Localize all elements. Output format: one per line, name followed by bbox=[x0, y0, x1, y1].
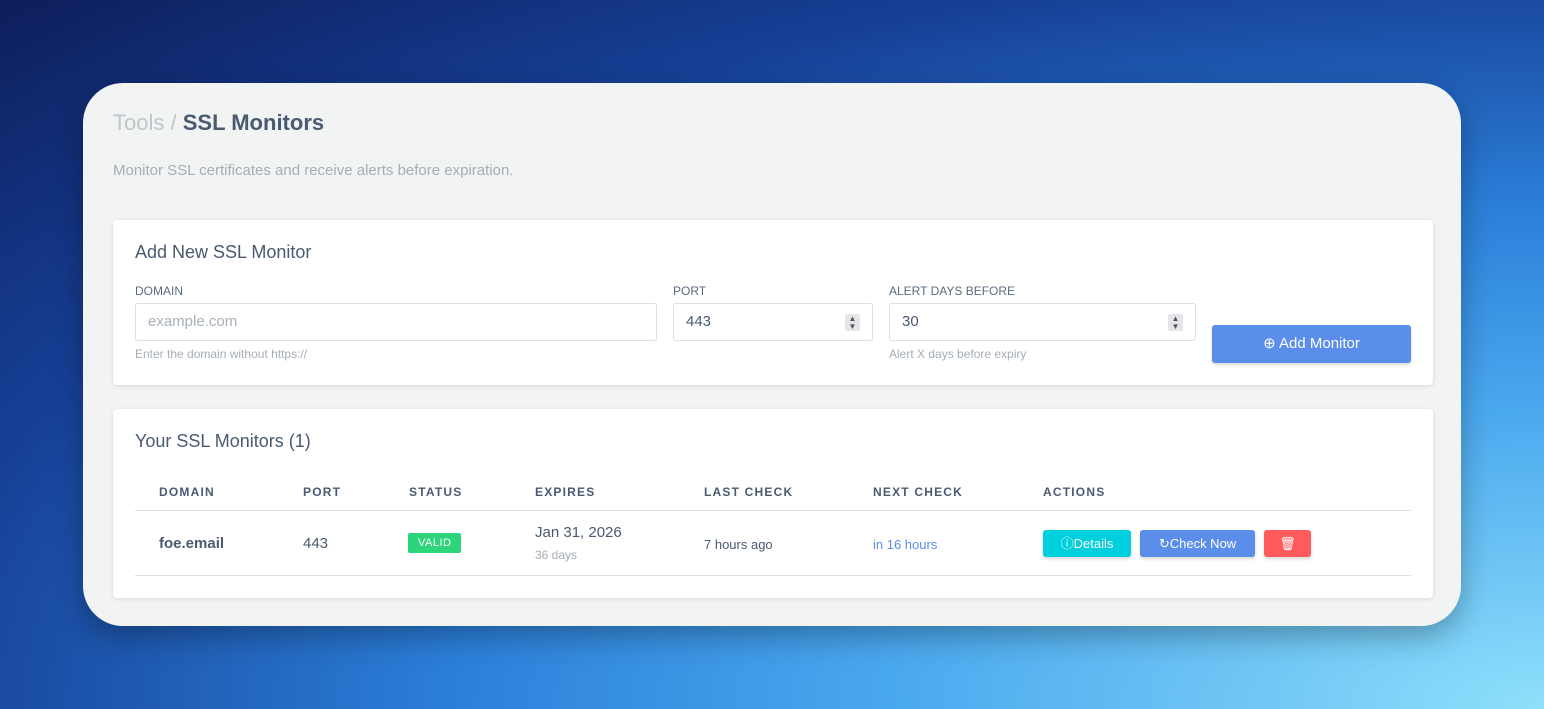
expires-date: Jan 31, 2026 bbox=[535, 524, 622, 541]
port-label: PORT bbox=[673, 284, 707, 298]
add-monitor-button[interactable]: ⊕ Add Monitor bbox=[1212, 325, 1411, 363]
page-subtitle: Monitor SSL certificates and receive ale… bbox=[113, 162, 514, 179]
card-title: Your SSL Monitors (1) bbox=[135, 431, 311, 451]
port-cell: 443 bbox=[303, 535, 329, 552]
domain-hint: Enter the domain without https:// bbox=[135, 347, 308, 361]
col-expires: EXPIRES bbox=[535, 485, 596, 499]
expires-in: 36 days bbox=[535, 548, 578, 562]
divider bbox=[135, 510, 1411, 511]
app-window: Tools / SSL Monitors Monitor SSL certifi… bbox=[83, 83, 1461, 626]
monitors-card: Your SSL Monitors (1) DOMAIN PORT STATUS… bbox=[113, 409, 1433, 598]
col-domain: DOMAIN bbox=[159, 485, 215, 499]
stepper-icon[interactable]: ▲ ▼ bbox=[845, 314, 860, 331]
col-status: STATUS bbox=[409, 485, 463, 499]
add-monitor-card: Add New SSL Monitor DOMAIN example.com E… bbox=[113, 220, 1433, 385]
card-title: Add New SSL Monitor bbox=[135, 242, 312, 262]
port-value: 443 bbox=[686, 313, 712, 330]
details-button[interactable]: ⓘDetails bbox=[1043, 530, 1131, 557]
breadcrumb-parent[interactable]: Tools bbox=[113, 110, 165, 135]
check-now-label: Check Now bbox=[1169, 536, 1237, 551]
check-now-button[interactable]: ↻Check Now bbox=[1140, 530, 1255, 557]
breadcrumb-separator: / bbox=[170, 110, 177, 135]
page-title: SSL Monitors bbox=[182, 110, 325, 135]
details-label: Details bbox=[1073, 536, 1114, 551]
col-next-check: NEXT CHECK bbox=[873, 485, 964, 499]
add-monitor-label: Add Monitor bbox=[1279, 335, 1360, 352]
port-input[interactable]: 443 ▲ ▼ bbox=[673, 303, 873, 341]
refresh-icon: ↻ bbox=[1158, 536, 1170, 551]
info-icon: ⓘ bbox=[1060, 536, 1074, 551]
last-check-cell: 7 hours ago bbox=[704, 537, 773, 552]
col-last-check: LAST CHECK bbox=[704, 485, 794, 499]
divider bbox=[135, 575, 1411, 576]
domain-cell: foe.email bbox=[159, 535, 225, 552]
plus-circle-icon: ⊕ bbox=[1263, 335, 1276, 352]
next-check-link[interactable]: in 16 hours bbox=[873, 537, 938, 552]
stepper-icon[interactable]: ▲ ▼ bbox=[1168, 314, 1183, 331]
status-badge: VALID bbox=[408, 533, 462, 553]
alert-days-value: 30 bbox=[902, 313, 919, 330]
alert-days-input[interactable]: 30 ▲ ▼ bbox=[889, 303, 1196, 341]
col-actions: ACTIONS bbox=[1043, 485, 1106, 499]
trash-icon: 🗑 bbox=[1279, 536, 1296, 551]
alert-days-hint: Alert X days before expiry bbox=[889, 347, 1027, 361]
col-port: PORT bbox=[303, 485, 342, 499]
breadcrumb: Tools / SSL Monitors bbox=[113, 110, 324, 136]
delete-button[interactable]: 🗑 bbox=[1264, 530, 1311, 557]
domain-input[interactable]: example.com bbox=[135, 303, 657, 341]
domain-label: DOMAIN bbox=[135, 284, 183, 298]
alert-days-label: ALERT DAYS BEFORE bbox=[889, 284, 1016, 298]
